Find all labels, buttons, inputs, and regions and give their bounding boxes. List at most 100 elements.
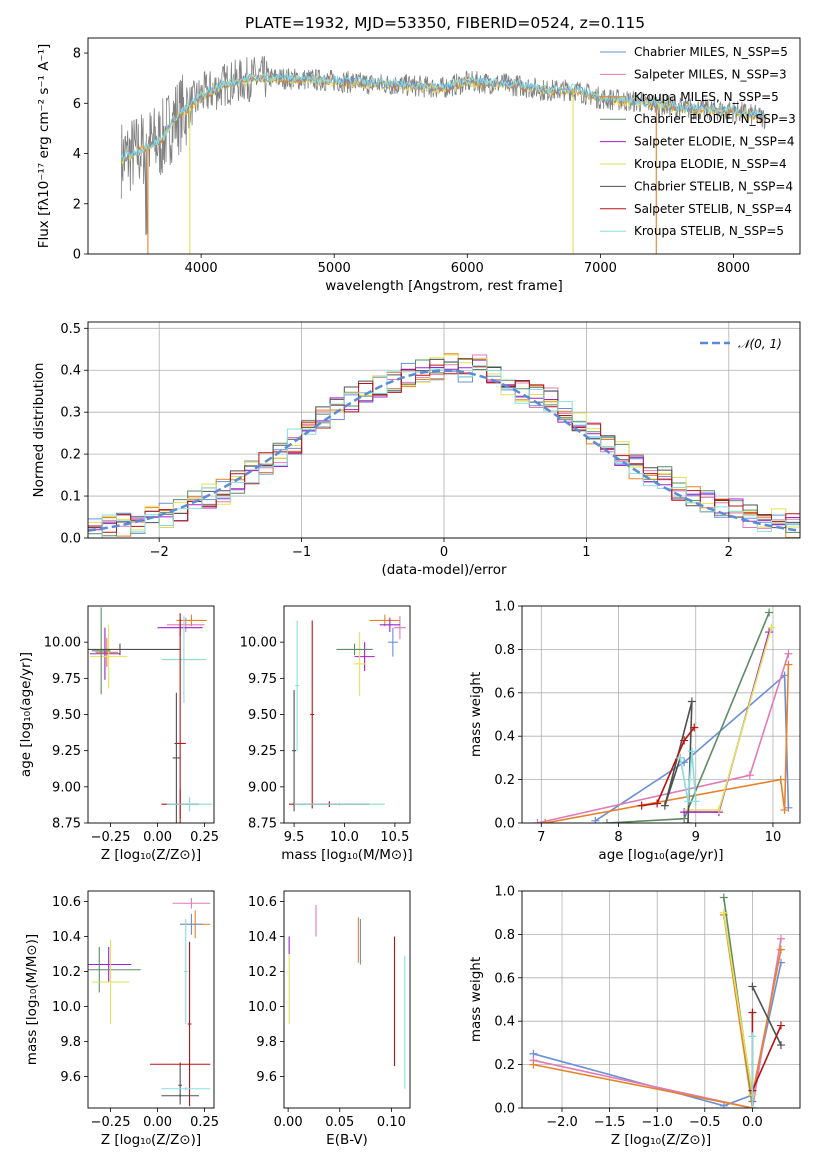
y-tick-label: 0.2 (494, 1058, 515, 1073)
y-axis-label: mass weight (468, 957, 484, 1042)
x-tick-label: 5000 (318, 261, 351, 276)
y-tick-label: 2 (73, 197, 81, 212)
data-point-marker (653, 799, 662, 808)
data-point-marker (591, 816, 600, 823)
age-vs-metallicity-chart: −0.25 0.00 0.25 8.75 9.00 9.25 9.50 9.75 10.00 Z … (18, 605, 219, 863)
y-tick-label: 0.4 (494, 1015, 515, 1030)
data-point-marker (784, 660, 793, 669)
x-tick-label: 8000 (717, 261, 750, 276)
x-axis-label: mass [log₁₀(M/M⊙)] (281, 847, 412, 863)
x-tick-label: −1.0 (641, 1115, 673, 1130)
y-tick-label: 0.3 (60, 406, 81, 421)
y-tick-label: 10.6 (52, 895, 81, 910)
y-tick-label: 9.25 (52, 744, 81, 759)
x-tick-label: 0 (440, 545, 448, 560)
data-point-marker (676, 753, 685, 762)
x-axis-label: wavelength [Angstrom, rest frame] (325, 278, 563, 294)
axes-frame (521, 605, 801, 824)
figure-title: PLATE=1932, MJD=53350, FIBERID=0524, z=0… (245, 14, 645, 32)
y-axis-label: Normed distribution (31, 363, 47, 498)
data-point-marker (745, 771, 754, 780)
y-tick-label: 9.75 (248, 672, 277, 687)
data-point-marker (780, 805, 789, 814)
spectrum-chart: 4000 5000 6000 7000 8000 0 2 4 6 8 wavelength [Ang… (36, 37, 801, 294)
y-tick-label: 8.75 (52, 817, 81, 832)
mass-weight-series (545, 664, 790, 823)
x-axis-label: Z [log₁₀(Z/Z⊙)] (101, 847, 201, 863)
errorbars (289, 614, 406, 812)
legend-entry: Salpeter ELODIE, N_SSP=4 (634, 135, 795, 149)
x-tick-label: 10.0 (330, 830, 359, 845)
spectrum-legend: Chabrier MILES, N_SSP=5 Salpeter MILES, N… (600, 45, 796, 238)
data-point-marker (529, 1060, 538, 1069)
data-point-marker (776, 775, 785, 784)
axes-frame (521, 890, 801, 1109)
y-tick-label: 0.8 (494, 928, 515, 943)
x-tick-label: 0.00 (143, 830, 172, 845)
data-point-marker (767, 623, 776, 632)
y-tick-label: 0.4 (494, 730, 515, 745)
data-point-marker (684, 797, 693, 806)
y-tick-label: 9.25 (248, 744, 277, 759)
axes-frame (283, 605, 411, 824)
x-tick-label: −2 (150, 545, 169, 560)
data-point-marker (784, 803, 793, 812)
axes-frame (87, 605, 215, 824)
y-tick-label: 9.6 (60, 1070, 81, 1085)
y-tick-label: 9.00 (52, 780, 81, 795)
y-axis-label: mass weight (468, 672, 484, 757)
mass-weight-vs-metallicity-chart: −2.0 −1.5 −1.0 −0.5 0.0 0.0 0.2 0.4 0.6 0.8 1.0 Z [… (468, 885, 801, 1148)
y-tick-label: 10.00 (240, 636, 277, 651)
data-point-marker (748, 982, 757, 991)
y-tick-label: 0.5 (60, 322, 81, 337)
x-tick-label: 0.25 (190, 830, 219, 845)
y-axis-label: age [log₁₀(age/yr)] (18, 652, 34, 777)
model-spectrum (120, 72, 766, 162)
y-tick-label: 0.0 (494, 1102, 515, 1117)
y-tick-label: 10.00 (44, 636, 81, 651)
y-tick-label: 10.4 (248, 930, 277, 945)
legend-entry: Kroupa ELODIE, N_SSP=4 (634, 157, 787, 171)
x-tick-label: 2 (725, 545, 733, 560)
data-point-marker (680, 736, 689, 745)
normal-curve (88, 369, 800, 532)
data-point-marker (776, 1041, 785, 1050)
legend-entry: Kroupa STELIB, N_SSP=5 (634, 224, 784, 238)
data-point-marker (719, 908, 728, 917)
y-tick-label: 0.4 (60, 364, 81, 379)
y-tick-label: 8 (73, 47, 81, 62)
x-tick-label: 10.5 (380, 830, 409, 845)
y-tick-label: 6 (73, 97, 81, 112)
y-tick-label: 0.6 (494, 686, 515, 701)
x-tick-label: −1.5 (594, 1115, 626, 1130)
y-tick-label: 9.50 (248, 708, 277, 723)
data-point-marker (637, 801, 646, 810)
y-tick-label: 0.0 (60, 532, 81, 547)
mass-weight-series (723, 912, 754, 1096)
age-vs-mass-chart: 9.5 10.0 10.5 8.75 9.00 9.25 9.50 9.75 10.00 mass… (240, 605, 413, 863)
y-axis-label: Flux [fλ10⁻¹⁷ erg cm⁻² s⁻¹ A⁻¹] (36, 44, 52, 249)
y-tick-label: 0.6 (494, 971, 515, 986)
data-point-marker (748, 1008, 757, 1017)
histogram-series (88, 365, 800, 538)
data-point-marker (690, 723, 699, 732)
mass-weight-series (679, 751, 697, 802)
x-tick-label: 0.25 (190, 1115, 219, 1130)
x-tick-label: 4000 (185, 261, 218, 276)
data-point-marker (784, 649, 793, 658)
legend-entry: Chabrier STELIB, N_SSP=4 (634, 179, 793, 193)
histogram-lines (88, 353, 800, 538)
y-tick-label: 10.4 (52, 930, 81, 945)
mass-weight-series (641, 727, 695, 807)
x-tick-label: −2.0 (546, 1115, 578, 1130)
histogram-series (88, 354, 800, 531)
x-tick-label: 0.05 (325, 1115, 354, 1130)
data-point-marker (765, 608, 774, 617)
mass-vs-reddening-chart: 0.00 0.05 0.10 9.6 9.8 10.0 10.2 10.4 10.6 E(B-V) (248, 890, 411, 1148)
x-tick-label: 9.5 (284, 830, 305, 845)
y-tick-label: 0.8 (494, 643, 515, 658)
y-tick-label: 9.50 (52, 708, 81, 723)
errorbars (288, 905, 406, 1089)
data-point-marker (602, 819, 611, 823)
data-point-marker (691, 797, 700, 806)
